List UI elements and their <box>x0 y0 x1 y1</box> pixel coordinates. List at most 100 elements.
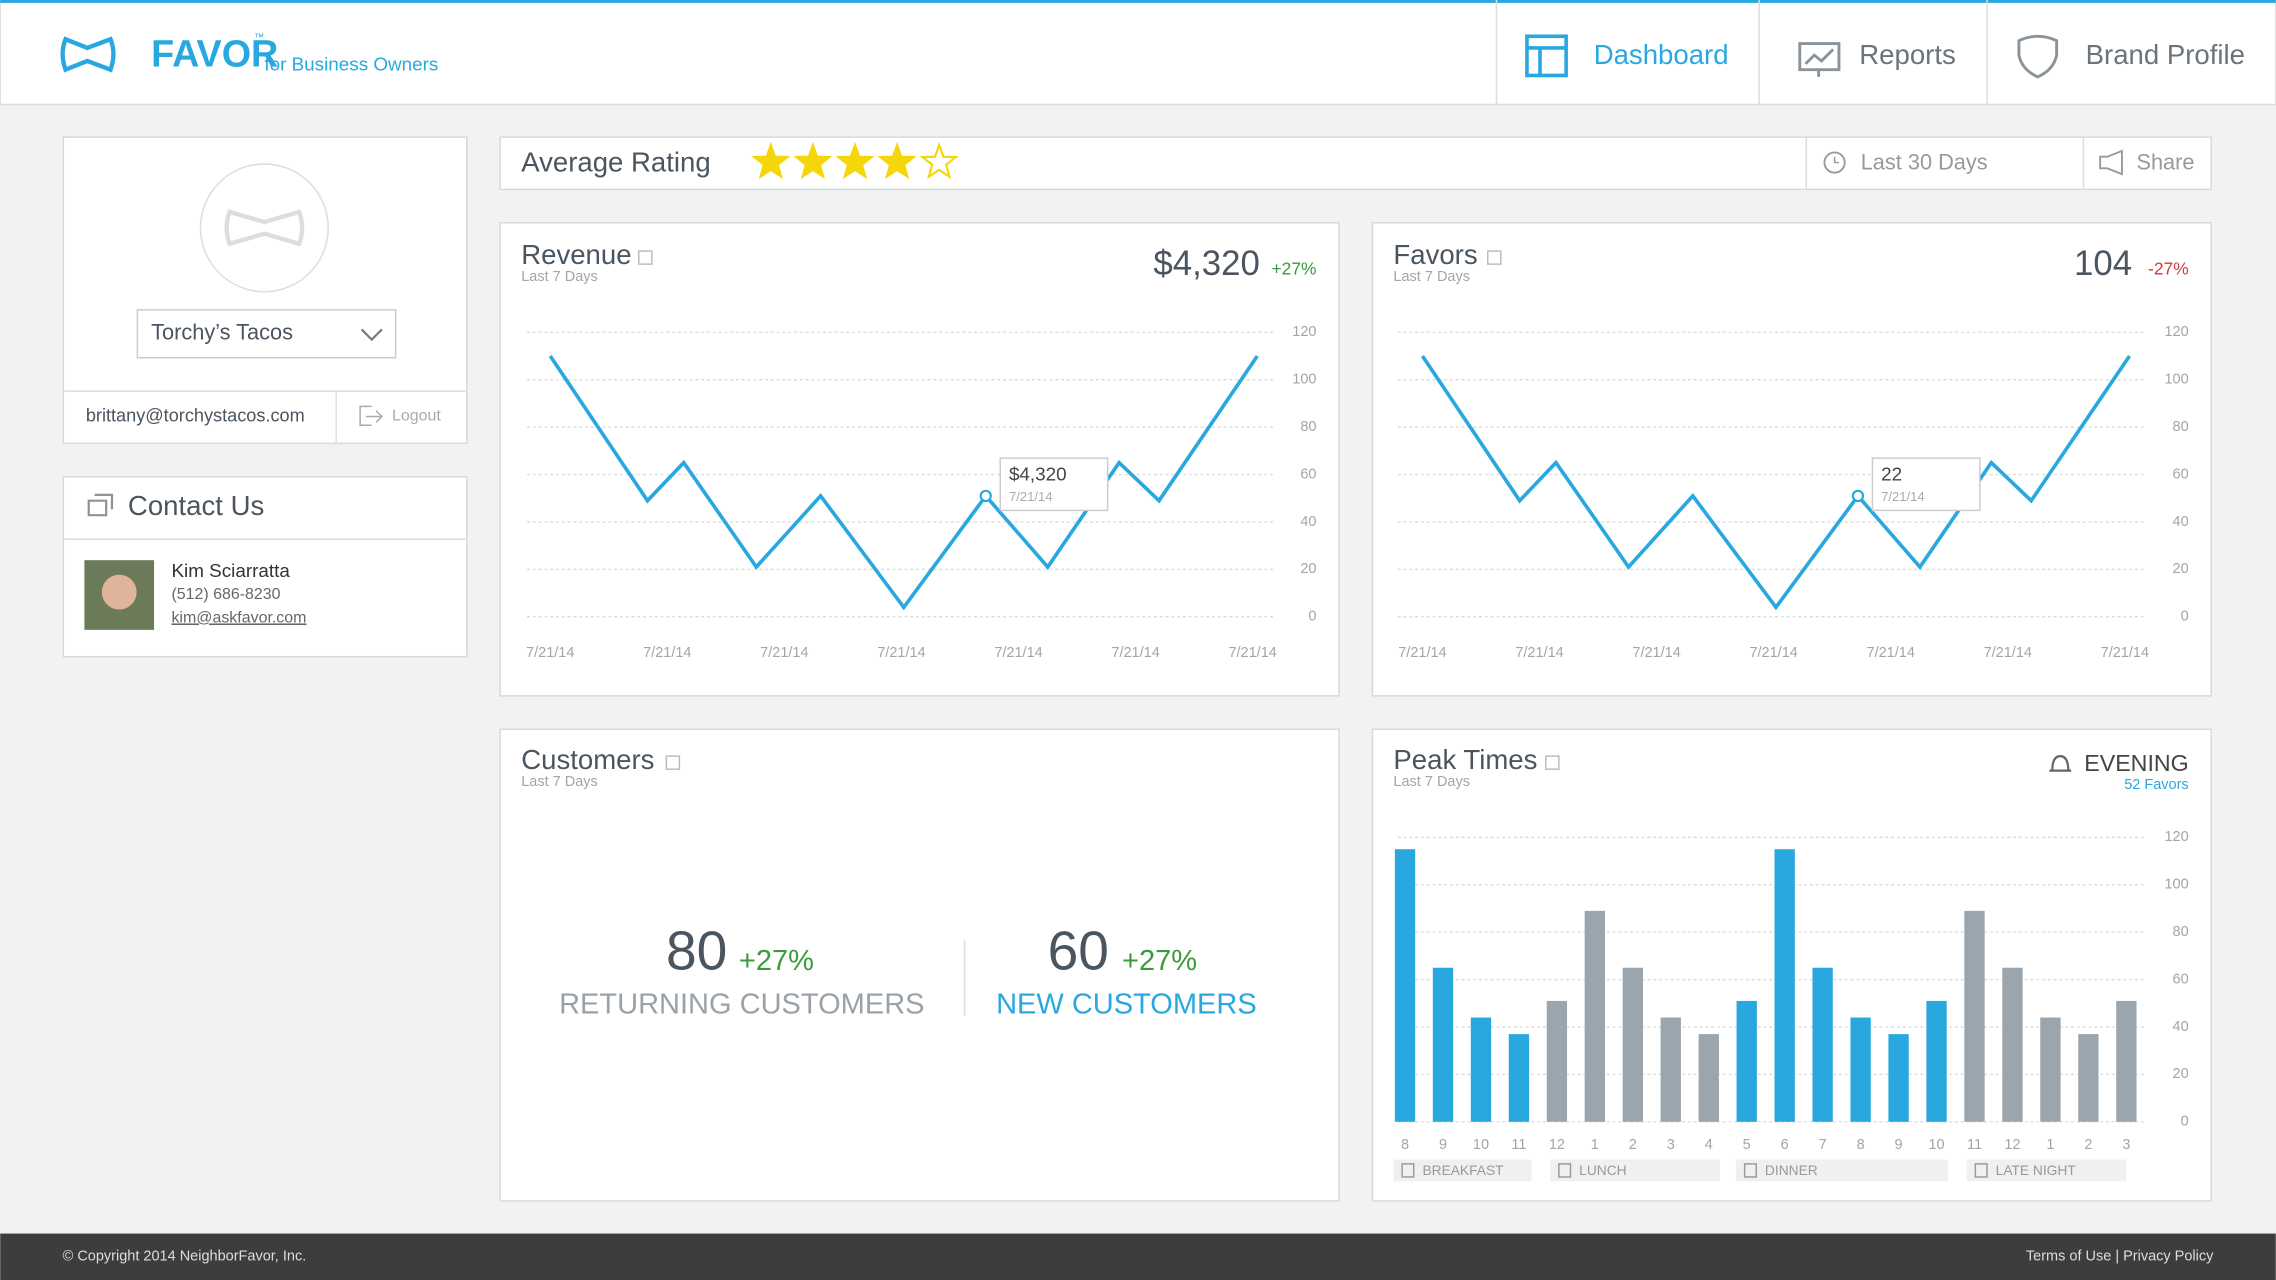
y-tick-label: 120 <box>1292 324 1316 340</box>
nav-dashboard[interactable]: Dashboard <box>1525 34 1729 78</box>
new-change: +27% <box>1122 945 1197 977</box>
nav-brand[interactable]: Brand Profile <box>2017 34 2245 79</box>
x-tick-label: 5 <box>1743 1137 1751 1153</box>
footer-links[interactable]: Terms of Use | Privacy Policy <box>2026 1249 2214 1265</box>
group-band <box>1735 1159 1948 1182</box>
rating-bar <box>499 136 2212 191</box>
bar <box>1698 1034 1719 1122</box>
x-tick-label: 9 <box>1439 1137 1447 1153</box>
group-icon <box>1558 1163 1572 1178</box>
favors-change: -27% <box>2148 259 2189 279</box>
footer <box>0 1233 2276 1280</box>
logo-mark: ™ <box>254 32 264 43</box>
revenue-panel <box>499 222 1340 697</box>
clock-icon <box>1833 156 1839 164</box>
tooltip-date: 7/21/14 <box>1009 489 1053 504</box>
x-tick-label: 6 <box>1781 1137 1789 1153</box>
panel-subtitle: Last 7 Days <box>521 269 598 285</box>
chevron <box>360 328 383 342</box>
evening-icon <box>2049 755 2072 772</box>
bar <box>1850 1017 1871 1122</box>
bar <box>1546 1000 1568 1122</box>
bar <box>1812 967 1833 1122</box>
returning-count: 80 <box>666 919 727 981</box>
revenue-change: +27% <box>1271 259 1316 279</box>
x-tick-label: 7 <box>1819 1137 1827 1153</box>
contact-icon <box>87 493 114 517</box>
x-tick-label: 8 <box>1401 1137 1409 1153</box>
bar <box>1394 849 1416 1122</box>
bar <box>1584 910 1606 1122</box>
logout[interactable]: Logout <box>392 408 441 425</box>
help-icon <box>1545 755 1560 770</box>
contact-name: Kim Sciarratta <box>171 560 290 581</box>
x-tick-label: 7/21/14 <box>1749 645 1797 661</box>
avatar <box>199 163 329 293</box>
point <box>979 489 992 503</box>
y-tick-label: 100 <box>2164 877 2188 893</box>
x-tick-label: 2 <box>2084 1137 2092 1153</box>
tooltip-label: $4,320 <box>1009 464 1067 485</box>
panel-subtitle: Last 7 Days <box>521 774 598 790</box>
x-tick-label: 7/21/14 <box>1398 645 1446 661</box>
help-icon <box>665 755 681 770</box>
x-tick-label: 7/21/14 <box>1111 645 1159 661</box>
y-tick-label: 60 <box>2173 466 2189 482</box>
bar <box>1432 967 1454 1122</box>
y-tick-label: 0 <box>2181 1114 2189 1130</box>
nav-reports[interactable]: Reports <box>1798 39 1956 77</box>
y-tick-label: 20 <box>1300 561 1316 577</box>
panel-title: Customers <box>521 744 654 775</box>
panel-title: Peak Times <box>1393 744 1537 775</box>
bar <box>1926 1000 1947 1122</box>
star <box>919 141 959 180</box>
group-band <box>1550 1159 1720 1182</box>
y-tick-label: 20 <box>2173 1066 2189 1082</box>
group-label: LATE NIGHT <box>1996 1163 2077 1178</box>
group-band <box>1966 1159 2127 1182</box>
period[interactable]: Last 30 Days <box>1861 150 1988 175</box>
x-tick-label: 10 <box>1928 1137 1944 1153</box>
nav-label[interactable]: Brand Profile <box>2086 39 2245 70</box>
star <box>877 141 917 180</box>
panel-title: Revenue <box>521 239 631 270</box>
x-tick-label: 7/21/14 <box>994 645 1042 661</box>
x-tick-label: 9 <box>1895 1137 1903 1153</box>
star <box>751 141 791 180</box>
x-tick-label: 7/21/14 <box>1867 645 1915 661</box>
x-tick-label: 1 <box>1591 1137 1599 1153</box>
tooltip-date: 7/21/14 <box>1881 489 1925 504</box>
group-icon <box>1974 1163 1988 1178</box>
y-tick-label: 80 <box>2173 924 2189 940</box>
business-name[interactable]: Torchy’s Tacos <box>151 320 293 345</box>
contact-email[interactable]: kim@askfavor.com <box>171 609 306 626</box>
group-icon <box>1743 1163 1757 1178</box>
business-select[interactable] <box>136 309 397 359</box>
bar <box>2116 1000 2137 1122</box>
bar <box>1736 1000 1757 1122</box>
avatar-icon <box>224 209 305 247</box>
nav-icon <box>1526 46 1567 76</box>
help-icon <box>638 250 653 265</box>
y-tick-label: 80 <box>1300 419 1316 435</box>
x-tick-label: 12 <box>1549 1137 1565 1153</box>
nav-icon <box>2017 34 2059 79</box>
y-tick-label: 100 <box>2164 372 2188 388</box>
x-tick-label: 7/21/14 <box>1515 645 1563 661</box>
nav-label[interactable]: Dashboard <box>1594 39 1729 70</box>
panel-subtitle: Last 7 Days <box>1393 774 1470 790</box>
star <box>793 141 833 180</box>
x-tick-label: 7/21/14 <box>877 645 925 661</box>
star <box>835 141 875 180</box>
panel-subtitle: Last 7 Days <box>1393 269 1470 285</box>
new-count: 60 <box>1048 919 1109 981</box>
nav-label[interactable]: Reports <box>1859 39 1956 70</box>
revenue-total: $4,320 <box>1153 244 1259 283</box>
tagline: for Business Owners <box>264 53 438 74</box>
bar <box>1470 1017 1492 1122</box>
tooltip-label: 22 <box>1881 464 1902 485</box>
share[interactable]: Share <box>2136 150 2194 175</box>
bar <box>1622 967 1643 1122</box>
